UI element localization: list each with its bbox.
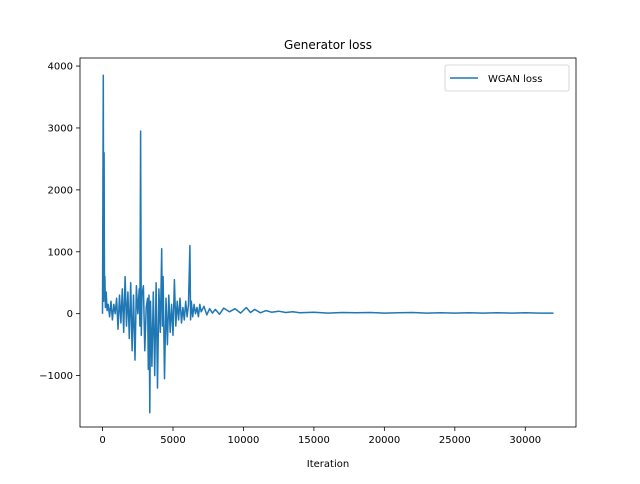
x-axis: 0 5000 10000 15000 20000 25000 30000 (99, 427, 541, 446)
x-tick-label: 0 (99, 435, 105, 446)
legend: WGAN loss (444, 64, 570, 92)
y-tick-label: 1000 (48, 247, 73, 258)
x-tick-label: 25000 (439, 435, 471, 446)
y-tick-label: 0 (67, 309, 73, 320)
x-axis-label: Iteration (307, 459, 349, 470)
x-tick-label: 30000 (509, 435, 541, 446)
legend-box (444, 64, 570, 92)
x-tick-label: 15000 (298, 435, 330, 446)
legend-label: WGAN loss (488, 74, 542, 85)
y-tick-label: −1000 (39, 371, 73, 382)
y-axis: −1000 0 1000 2000 3000 4000 (39, 62, 80, 382)
y-tick-label: 4000 (48, 62, 73, 73)
x-tick-label: 5000 (160, 435, 185, 446)
plot-area (101, 74, 554, 414)
chart-title: Generator loss (284, 38, 372, 52)
y-tick-label: 3000 (48, 123, 73, 134)
y-tick-label: 2000 (48, 185, 73, 196)
x-tick-label: 20000 (368, 435, 400, 446)
x-tick-label: 10000 (228, 435, 260, 446)
series-line-0 (101, 74, 554, 414)
axes-frame (79, 57, 577, 428)
